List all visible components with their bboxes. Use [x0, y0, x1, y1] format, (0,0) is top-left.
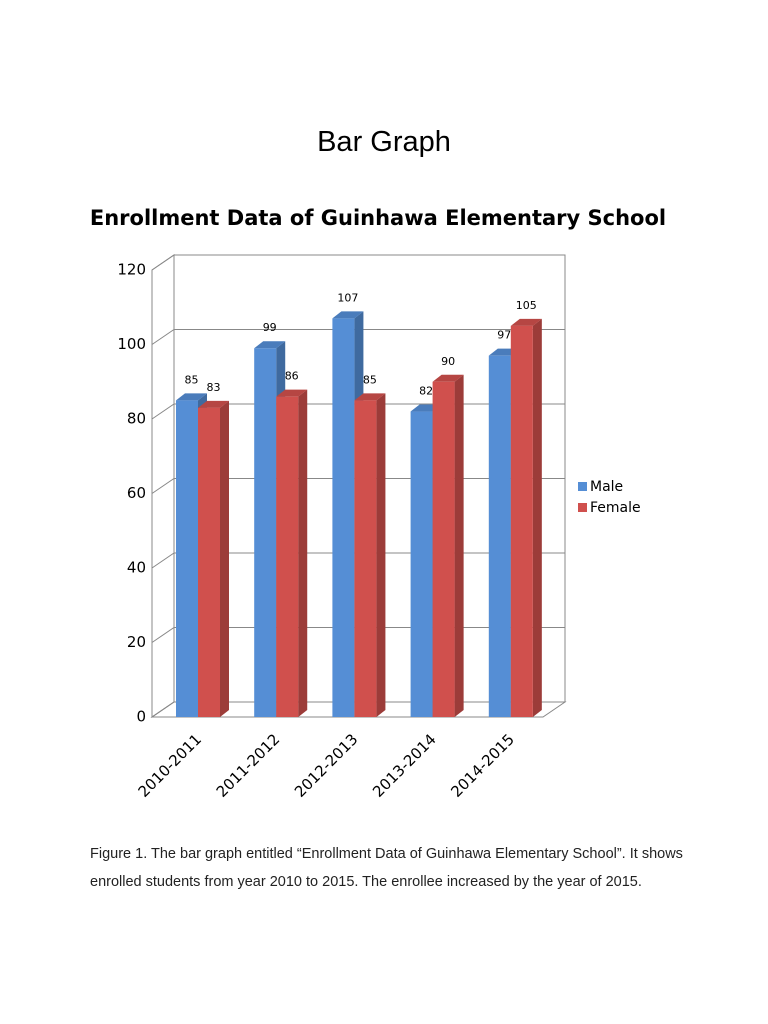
- x-tick-label: 2013-2014: [369, 730, 440, 801]
- bar: [510, 318, 542, 717]
- bar-top: [510, 318, 542, 326]
- grid-line: [151, 329, 565, 345]
- bar-top-shade: [254, 341, 286, 349]
- legend-swatch: [578, 482, 587, 491]
- value-label: 99: [263, 321, 277, 334]
- x-tick-label: 2014-2015: [447, 730, 518, 801]
- bar-side: [376, 393, 386, 717]
- y-tick-label: 60: [127, 484, 146, 502]
- bar-top-shade: [176, 393, 207, 401]
- bar-side-shade: [532, 318, 542, 717]
- bar: [276, 389, 308, 717]
- page-heading: Bar Graph: [317, 126, 451, 158]
- bar-side: [532, 318, 542, 717]
- bar-side-shade: [376, 393, 386, 717]
- value-label: 90: [441, 355, 455, 368]
- y-tick-label: 20: [127, 633, 146, 651]
- value-label: 85: [363, 373, 377, 386]
- y-tick-label: 120: [117, 261, 146, 279]
- y-tick-label: 40: [127, 559, 146, 577]
- chart-title: Enrollment Data of Guinhawa Elementary S…: [90, 206, 666, 230]
- y-tick-label: 80: [127, 410, 146, 428]
- bar-top-shade: [332, 311, 364, 319]
- y-tick-label: 100: [117, 335, 146, 353]
- caption: Figure 1. The bar graph entitled “Enroll…: [90, 846, 683, 890]
- value-label: 105: [516, 299, 537, 312]
- value-label: 83: [207, 381, 221, 394]
- legend-swatch: [578, 503, 587, 512]
- value-label: 85: [185, 373, 199, 386]
- bar: [354, 393, 386, 717]
- bar-top-shade: [354, 393, 386, 401]
- bar-top: [354, 393, 386, 401]
- bar-side-shade: [220, 400, 229, 717]
- bar-front: [276, 396, 299, 717]
- bar-side: [220, 400, 229, 717]
- bar-front: [432, 381, 455, 717]
- legend-label: Female: [590, 500, 641, 516]
- bar-top: [276, 389, 308, 397]
- bar-top: [254, 341, 286, 349]
- grid-line: [151, 254, 565, 271]
- value-label: 82: [419, 385, 433, 398]
- bar-front: [332, 318, 355, 717]
- bar-side-shade: [454, 374, 464, 717]
- bar-front: [510, 325, 533, 717]
- value-label: 86: [285, 370, 299, 383]
- bar-top-shade: [510, 318, 542, 326]
- bar-front: [354, 400, 377, 717]
- bar-top: [332, 311, 364, 319]
- x-tick-label: 2011-2012: [213, 730, 284, 801]
- bar-top-shade: [276, 389, 308, 397]
- chart: Enrollment Data of Guinhawa Elementary S…: [90, 206, 666, 801]
- x-tick-label: 2010-2011: [135, 730, 206, 801]
- y-tick-label: 0: [136, 708, 146, 726]
- bar-top: [176, 393, 207, 401]
- bar-front: [254, 348, 277, 717]
- bar-front: [176, 400, 198, 717]
- legend-label: Male: [590, 479, 623, 495]
- bar: [198, 400, 229, 717]
- bar-front: [410, 411, 433, 717]
- bar-top-shade: [432, 374, 464, 382]
- bar-side: [454, 374, 464, 717]
- value-label: 107: [337, 291, 358, 304]
- bar-top-shade: [198, 400, 229, 408]
- x-tick-label: 2012-2013: [291, 730, 362, 801]
- bar-side-shade: [298, 389, 308, 717]
- bar-side: [298, 389, 308, 717]
- bar-front: [488, 355, 511, 717]
- bar: [432, 374, 464, 717]
- value-label: 97: [497, 329, 511, 342]
- bar-top: [198, 400, 229, 408]
- bar-top: [432, 374, 464, 382]
- bar-front: [198, 407, 220, 717]
